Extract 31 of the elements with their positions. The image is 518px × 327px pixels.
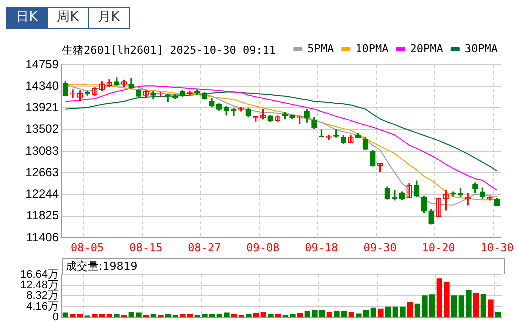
text: 月K <box>88 8 129 28</box>
y-tick-label: 4.16万 <box>26 300 59 313</box>
legend-label: 30PMA <box>464 42 498 56</box>
x-tick-label: 08-15 <box>130 241 163 254</box>
y-tick-label: 14759 <box>26 57 60 72</box>
text: 成交量:19819 <box>62 258 505 274</box>
y-tick-label: 0 <box>52 311 59 324</box>
x-tick-label: 09-30 <box>364 241 397 254</box>
x-tick-label: 09-08 <box>246 241 280 254</box>
y-tick-label: 11406 <box>26 230 60 244</box>
x-tick-label: 09-18 <box>305 241 338 254</box>
y-tick-label: 14340 <box>26 78 60 93</box>
y-tick-label: 13083 <box>26 144 60 158</box>
legend-label: 20PMA <box>410 42 444 56</box>
y-tick-label: 11825 <box>26 208 60 223</box>
x-tick-label: 08-05 <box>71 241 104 254</box>
y-tick-label: 12.48万 <box>20 280 59 292</box>
x-tick-label: 10-30 <box>480 241 514 254</box>
x-tick-label: 10-20 <box>422 241 456 254</box>
y-tick-label: 16.64万 <box>20 269 59 282</box>
y-tick-label: 12663 <box>26 165 60 180</box>
y-tick-label: 12244 <box>26 187 60 202</box>
y-tick-label: 8.32万 <box>26 290 59 302</box>
chart-title: 生猪2601[lh2601] 2025-10-30 09:11 <box>62 43 276 58</box>
legend-label: 5PMA <box>308 42 335 56</box>
text: 周K <box>47 8 88 28</box>
y-tick-label: 13921 <box>26 100 60 115</box>
x-tick-label: 08-27 <box>188 241 222 254</box>
text: 日K <box>7 8 47 28</box>
y-tick-label: 13502 <box>26 122 60 136</box>
legend-label: 10PMA <box>356 42 390 56</box>
